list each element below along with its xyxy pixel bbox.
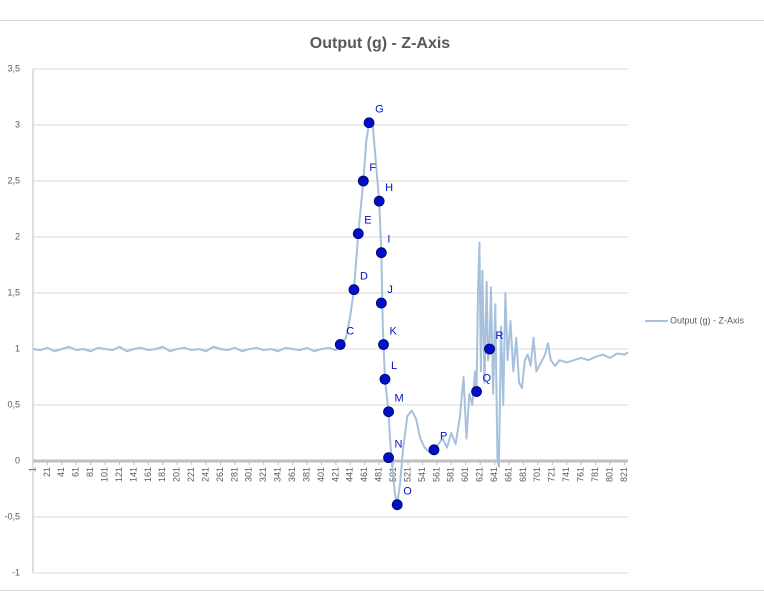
x-tick-label: 821 xyxy=(619,467,629,482)
legend-label: Output (g) - Z-Axis xyxy=(670,315,745,325)
x-tick-label: 581 xyxy=(446,467,456,482)
y-tick-label: 3,5 xyxy=(7,63,20,73)
x-tick-label: 341 xyxy=(273,467,283,482)
x-tick-label: 301 xyxy=(244,467,254,482)
x-tick-label: 21 xyxy=(42,467,52,477)
point-marker xyxy=(383,452,394,464)
x-tick-label: 401 xyxy=(316,467,326,482)
point-marker xyxy=(348,284,360,296)
x-tick-label: 81 xyxy=(85,467,95,477)
data-line xyxy=(32,121,629,506)
point-marker xyxy=(428,444,440,456)
x-tick-label: 121 xyxy=(114,467,124,482)
x-tick-label: 321 xyxy=(258,467,268,482)
x-tick-label: 561 xyxy=(431,467,441,482)
x-tick-label: 681 xyxy=(518,467,528,482)
x-tick-label: 41 xyxy=(56,467,66,477)
x-tick-label: 441 xyxy=(345,467,355,482)
x-tick-label: 741 xyxy=(561,467,571,482)
y-tick-label: 1 xyxy=(15,343,20,353)
point-label: O xyxy=(403,486,412,498)
x-tick-label: 201 xyxy=(172,467,182,482)
x-tick-label: 461 xyxy=(359,467,369,482)
y-tick-label: 2,5 xyxy=(7,175,20,185)
point-marker xyxy=(357,175,369,187)
point-marker xyxy=(383,406,394,418)
point-label: N xyxy=(395,439,403,451)
y-tick-label: -1 xyxy=(12,567,20,577)
point-marker xyxy=(484,343,495,355)
point-marker xyxy=(375,247,387,259)
x-tick-label: 541 xyxy=(417,467,427,482)
point-label: E xyxy=(364,215,371,227)
point-marker xyxy=(378,339,389,350)
point-marker xyxy=(352,228,364,240)
point-label: D xyxy=(360,271,368,283)
y-tick-label: 1,5 xyxy=(7,287,20,297)
x-tick-label: 61 xyxy=(71,467,81,477)
y-tick-label: 3 xyxy=(15,119,20,129)
point-label: C xyxy=(346,325,354,337)
x-tick-label: 241 xyxy=(200,467,210,482)
x-tick-label: 221 xyxy=(186,467,196,482)
point-label: K xyxy=(390,325,398,337)
point-marker xyxy=(375,297,387,309)
x-tick-label: 721 xyxy=(547,467,557,482)
y-tick-label: -0,5 xyxy=(4,511,20,521)
x-tick-label: 701 xyxy=(532,467,542,482)
x-tick-label: 761 xyxy=(575,467,585,482)
point-marker xyxy=(391,499,403,511)
x-tick-label: 161 xyxy=(143,467,153,482)
point-label: M xyxy=(395,393,404,405)
point-label: F xyxy=(369,162,376,174)
point-marker xyxy=(334,339,346,350)
x-tick-label: 361 xyxy=(287,467,297,482)
y-tick-label: 0 xyxy=(15,455,20,465)
point-marker xyxy=(373,195,385,207)
x-tick-label: 1 xyxy=(27,467,37,472)
point-label: J xyxy=(387,284,393,296)
x-tick-label: 181 xyxy=(157,467,167,482)
x-tick-label: 641 xyxy=(489,467,499,482)
point-label: P xyxy=(440,431,447,443)
y-tick-label: 0,5 xyxy=(7,399,20,409)
x-tick-label: 661 xyxy=(503,467,513,482)
x-tick-label: 261 xyxy=(215,467,225,482)
x-tick-label: 421 xyxy=(330,467,340,482)
x-tick-label: 781 xyxy=(590,467,600,482)
x-tick-label: 621 xyxy=(475,467,485,482)
chart-title: Output (g) - Z-Axis xyxy=(310,35,451,52)
x-tick-label: 141 xyxy=(128,467,138,482)
x-tick-label: 801 xyxy=(604,467,614,482)
x-tick-label: 481 xyxy=(374,467,384,482)
point-label: Q xyxy=(483,372,492,384)
point-label: R xyxy=(496,330,504,342)
x-tick-label: 601 xyxy=(460,467,470,482)
point-label: I xyxy=(387,234,390,246)
point-marker xyxy=(379,373,391,385)
point-marker xyxy=(471,386,482,397)
y-tick-label: 2 xyxy=(15,231,20,241)
x-tick-label: 521 xyxy=(402,467,412,482)
point-marker xyxy=(363,117,375,129)
point-label: G xyxy=(375,104,384,116)
x-tick-label: 281 xyxy=(229,467,239,482)
point-label: H xyxy=(385,182,393,194)
x-tick-label: 101 xyxy=(99,467,109,482)
point-label: L xyxy=(391,360,397,372)
x-tick-label: 381 xyxy=(301,467,311,482)
